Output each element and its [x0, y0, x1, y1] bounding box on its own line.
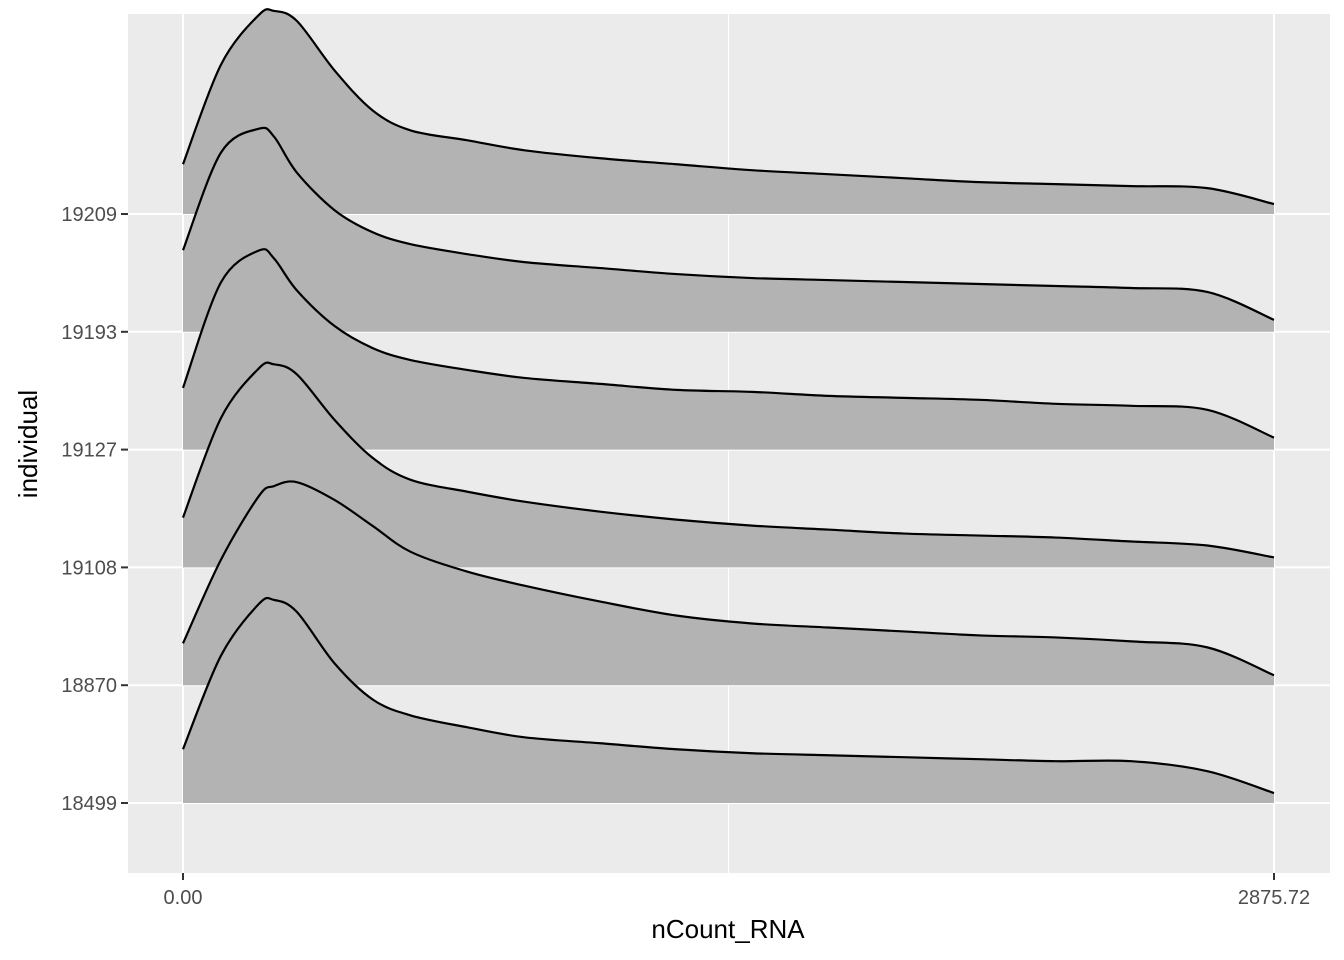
ridge-outline — [181, 8, 1275, 206]
ridge-fill — [183, 249, 1274, 450]
ridge-19193 — [181, 126, 1275, 332]
ridge-19108 — [181, 361, 1275, 568]
y-tick-label: 19108 — [61, 557, 117, 579]
ridge-outline — [181, 126, 1275, 321]
ridge-fill — [183, 9, 1274, 214]
ridge-outline — [181, 596, 1275, 795]
y-tick-label: 18499 — [61, 793, 117, 815]
y-tick-label: 19193 — [61, 322, 117, 344]
ridge-fill — [183, 127, 1274, 332]
ridges — [181, 8, 1275, 803]
ridge-outline — [181, 248, 1275, 439]
ridge-18499 — [181, 596, 1275, 803]
ridge-fill — [183, 481, 1274, 686]
x-tick-label: 0.00 — [164, 887, 203, 909]
ridge-outline — [181, 361, 1275, 559]
axes: 18499 18870 19108 19127 19193 19209 0.00 2875.7… — [61, 204, 1310, 909]
ridge-outline — [181, 480, 1275, 677]
x-axis-title: nCount_RNA — [651, 914, 805, 944]
ridge-fill — [183, 597, 1274, 803]
y-tick-label: 19209 — [61, 204, 117, 226]
x-tick-label: 2875.72 — [1238, 887, 1310, 909]
y-tick-label: 19127 — [61, 440, 117, 462]
y-tick-label: 18870 — [61, 675, 117, 697]
y-axis-title: individual — [13, 390, 43, 498]
ridge-19127 — [181, 248, 1275, 450]
ridge-18870 — [181, 480, 1275, 686]
ridge-19209 — [181, 8, 1275, 214]
ridge-fill — [183, 362, 1274, 568]
